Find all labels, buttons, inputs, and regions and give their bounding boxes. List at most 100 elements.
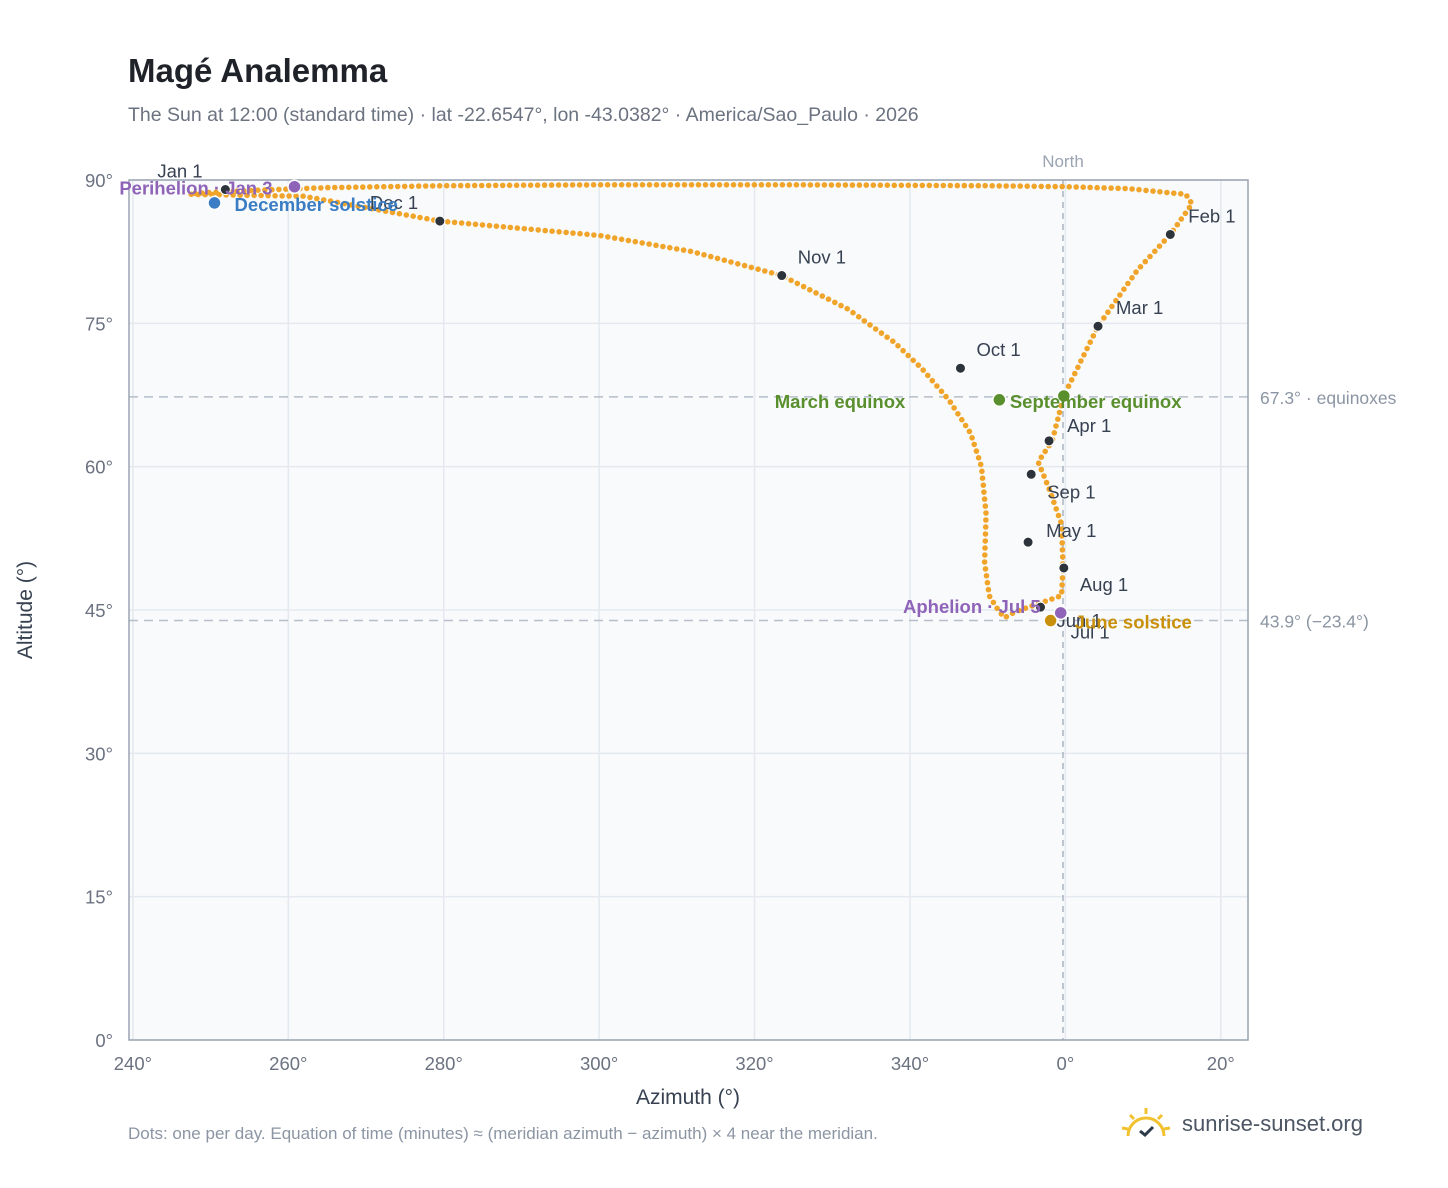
day-dot: [514, 225, 521, 231]
day-dot: [940, 182, 947, 189]
day-dot: [584, 231, 590, 238]
day-dot: [341, 200, 348, 207]
day-dot: [360, 184, 366, 190]
brand[interactable]: sunrise-sunset.org: [1120, 1102, 1363, 1146]
day-dot: [206, 189, 212, 196]
day-dot: [973, 448, 980, 454]
day-dot: [996, 183, 1002, 189]
day-dot: [367, 184, 373, 190]
day-dot: [513, 182, 520, 189]
day-dot: [1046, 486, 1052, 492]
day-dot: [1129, 186, 1135, 192]
day-dot: [500, 224, 507, 230]
reference-line-label: 43.9° (−23.4°): [1260, 612, 1369, 632]
event-marker: [287, 179, 302, 194]
day-dot: [570, 230, 576, 236]
day-dot: [1174, 221, 1181, 228]
day-dot: [325, 184, 331, 191]
y-tick-label: 30°: [85, 743, 113, 764]
day-dot: [919, 182, 926, 189]
day-dot: [971, 441, 977, 448]
day-dot: [983, 573, 990, 579]
day-dot: [653, 182, 660, 188]
y-tick-label: 0°: [95, 1030, 113, 1051]
day-dot: [1187, 199, 1194, 205]
month-marker: [776, 270, 788, 282]
day-dot: [925, 372, 931, 379]
day-dot: [1081, 352, 1087, 358]
day-dot: [870, 182, 877, 188]
day-dot: [1125, 280, 1131, 287]
day-dot: [1105, 309, 1111, 316]
day-dot: [695, 182, 702, 188]
day-dot: [332, 184, 338, 191]
day-dot: [984, 579, 991, 586]
day-dot: [708, 253, 714, 260]
day-dot: [728, 259, 734, 265]
day-dot: [279, 193, 285, 199]
day-dot: [1049, 596, 1055, 602]
day-dot: [618, 236, 625, 243]
event-marker: [1043, 613, 1058, 628]
day-dot: [844, 305, 850, 312]
day-dot: [1113, 297, 1119, 304]
day-dot: [955, 411, 961, 417]
day-dot: [1084, 345, 1090, 352]
reference-lines: 67.3° · equinoxes 43.9° (−23.4°): [129, 388, 1397, 632]
day-dot: [723, 182, 730, 188]
day-dot: [667, 182, 674, 188]
day-dot: [1184, 193, 1190, 199]
event-marker: [992, 392, 1007, 408]
month-marker: [1092, 320, 1104, 332]
day-dot: [1055, 593, 1062, 600]
day-dot: [1035, 460, 1042, 467]
page-subtitle: The Sun at 12:00 (standard time) · lat -…: [128, 104, 919, 126]
day-dot: [898, 182, 905, 189]
day-dot: [981, 489, 987, 495]
day-dot: [1171, 190, 1177, 196]
day-dot: [346, 184, 352, 191]
day-dot: [493, 223, 500, 229]
day-dot: [458, 220, 465, 226]
day-dot: [1073, 184, 1079, 190]
day-dot: [1058, 526, 1065, 532]
day-dot: [721, 257, 728, 264]
day-dot: [1142, 258, 1149, 265]
day-dot: [1043, 479, 1050, 486]
day-dot: [506, 182, 513, 189]
y-tick-label: 60°: [85, 457, 113, 478]
page-title: Magé Analemma: [128, 52, 388, 89]
day-dot: [969, 435, 975, 441]
day-dot: [985, 586, 992, 593]
month-marker: [434, 215, 446, 227]
day-dot: [1052, 183, 1058, 190]
day-dot: [895, 343, 901, 349]
day-dot: [1016, 607, 1022, 614]
day-dot: [1109, 303, 1115, 310]
x-tick-label: 20°: [1207, 1053, 1235, 1074]
event-marker: [207, 195, 222, 211]
day-dot: [825, 296, 832, 303]
day-dot: [714, 255, 721, 262]
day-dot: [646, 241, 652, 247]
day-dot: [884, 182, 891, 188]
day-dot: [1087, 339, 1093, 346]
day-dot: [1058, 402, 1065, 409]
day-dot: [478, 182, 485, 189]
day-dot: [1010, 183, 1016, 189]
day-dot: [821, 182, 828, 188]
day-dot: [982, 182, 988, 189]
day-dot: [1121, 286, 1127, 293]
day-dot: [990, 599, 997, 606]
day-dot: [401, 183, 408, 190]
day-dot: [786, 182, 793, 188]
day-dot: [1178, 191, 1184, 197]
day-dot: [856, 182, 863, 188]
day-dot: [1059, 554, 1066, 560]
day-dot: [1080, 184, 1086, 190]
day-dot: [943, 393, 949, 400]
day-dot: [569, 182, 576, 188]
day-dot: [688, 182, 695, 188]
y-tick-label: 15°: [85, 887, 113, 908]
day-dot: [1051, 430, 1058, 436]
